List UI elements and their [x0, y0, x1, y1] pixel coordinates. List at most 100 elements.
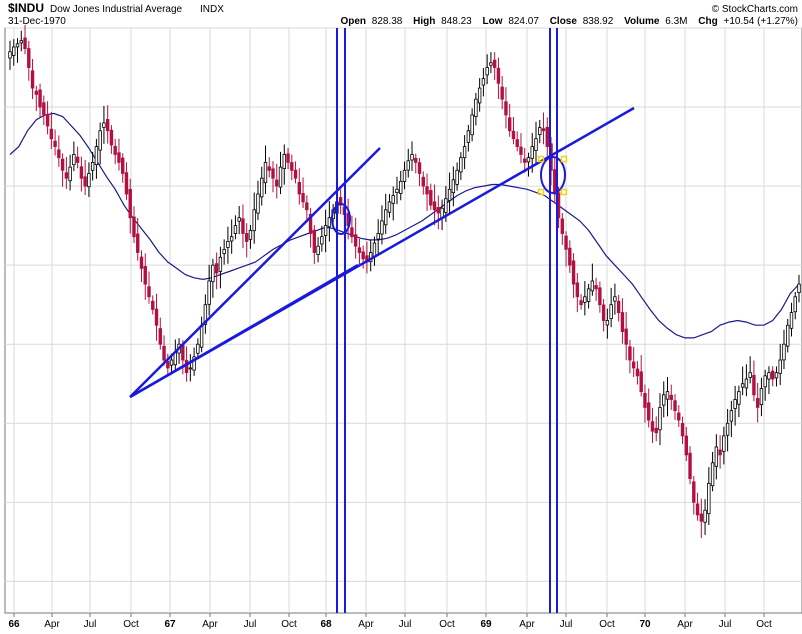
x-tick-label: 68 — [320, 619, 332, 630]
candle-body — [260, 177, 264, 198]
candle-body — [188, 367, 193, 370]
candle-body — [275, 179, 279, 187]
candle-body — [451, 179, 456, 194]
candle-body — [139, 256, 144, 269]
candle-body — [278, 166, 283, 188]
candle-body — [136, 233, 140, 253]
candle-body — [447, 188, 452, 202]
candle-body — [75, 156, 80, 163]
candle-body — [143, 266, 147, 285]
volume-label: Volume — [624, 16, 660, 27]
candle-body — [271, 168, 275, 179]
candle-body — [105, 119, 110, 132]
candle-body — [316, 245, 320, 256]
candle-body — [128, 188, 132, 219]
candle-body — [455, 169, 459, 185]
highlight-point — [560, 155, 568, 163]
candle-body — [699, 513, 704, 522]
moving-average-layer — [9, 112, 800, 339]
candle-body — [297, 181, 301, 195]
candle-body — [707, 482, 711, 514]
candle-body — [793, 296, 797, 313]
candle-body — [684, 435, 688, 456]
candle-body — [308, 213, 313, 234]
candle-body — [414, 157, 418, 163]
candle-body — [496, 67, 501, 84]
candle-body — [94, 146, 99, 166]
high-value: 848.23 — [441, 16, 472, 27]
candle-body — [500, 86, 504, 100]
candle-body — [462, 146, 467, 159]
candle-body — [282, 154, 286, 170]
candle-body — [680, 423, 685, 437]
candle-body — [635, 368, 640, 377]
candle-body — [158, 328, 162, 345]
candle-body — [477, 87, 482, 104]
candle-body — [45, 114, 50, 127]
candle-body — [673, 400, 677, 412]
candle-body — [714, 446, 719, 467]
candle-body — [338, 197, 343, 206]
x-tick-label: Oct — [756, 619, 772, 630]
candle-body — [87, 173, 91, 188]
candle-body — [643, 392, 647, 408]
candle-body — [207, 280, 211, 305]
candle-body — [169, 359, 174, 366]
candle-body — [252, 209, 256, 232]
candle-body — [594, 285, 598, 290]
x-tick-label: Apr — [358, 619, 374, 630]
candle-body — [647, 402, 651, 421]
candle-body — [429, 190, 433, 206]
x-tick-label: 70 — [639, 619, 651, 630]
candle-body — [8, 51, 12, 59]
candle-body — [541, 128, 546, 132]
candle-body — [79, 166, 84, 179]
candle-body — [665, 391, 670, 400]
candle-body — [797, 283, 801, 293]
candle-body — [12, 46, 16, 56]
candle-body — [782, 343, 786, 361]
candle-body — [545, 126, 549, 147]
candle-body — [744, 378, 749, 389]
candle-body — [515, 139, 519, 147]
candle-body — [639, 371, 643, 393]
highlight-point — [537, 155, 545, 163]
candle-body — [154, 308, 159, 326]
low-value: 824.07 — [508, 16, 539, 27]
x-tick-label: 66 — [8, 619, 20, 630]
x-tick-label: 69 — [480, 619, 492, 630]
moving-average-line — [9, 112, 800, 339]
candle-body — [620, 312, 625, 332]
candle-body — [166, 360, 170, 369]
candle-body — [470, 114, 474, 136]
candle-body — [425, 186, 429, 195]
candle-body — [327, 217, 332, 228]
candle-body — [53, 140, 57, 147]
candle-body — [199, 324, 204, 348]
candle-body — [722, 435, 726, 452]
candle-body — [624, 328, 628, 345]
candle-body — [68, 166, 72, 182]
candle-body — [372, 242, 377, 257]
candle-body — [590, 280, 595, 292]
candle-body — [117, 152, 121, 163]
candle-body — [695, 503, 700, 516]
candle-body — [218, 256, 223, 272]
candle-body — [737, 391, 741, 405]
candle-body — [530, 146, 534, 159]
candle-body — [560, 218, 564, 234]
candle-body — [203, 304, 208, 325]
close-label: Close — [550, 16, 578, 27]
candle-body — [196, 343, 200, 354]
candle-body — [759, 388, 764, 405]
highlight-point — [537, 188, 545, 196]
candle-body — [492, 59, 497, 68]
candle-body — [151, 300, 155, 310]
candle-body — [290, 162, 294, 171]
x-tick-label: Jul — [244, 619, 257, 630]
candle-body — [662, 394, 666, 406]
symbol: $INDU — [8, 1, 44, 15]
index-name: Dow Jones Industrial Average — [50, 4, 183, 15]
